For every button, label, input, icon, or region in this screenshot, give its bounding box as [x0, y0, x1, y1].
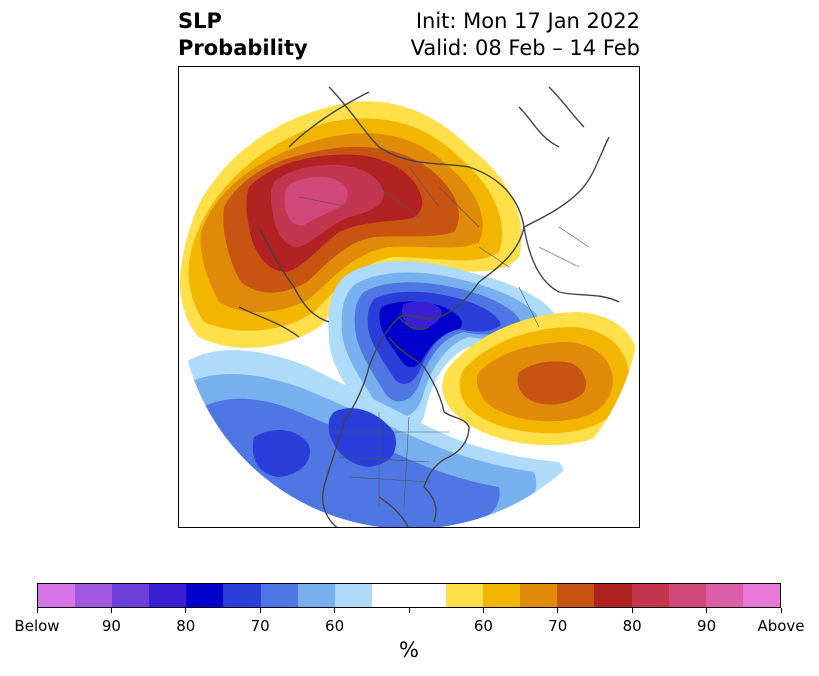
colorbar-tick: [631, 608, 633, 613]
colorbar-swatch: [668, 584, 706, 607]
colorbar-tick: [780, 608, 782, 613]
colorbar-tick: [110, 608, 112, 613]
colorbar-tick: [706, 608, 708, 613]
colorbar-swatch: [742, 584, 780, 607]
colorbar-tick: [334, 608, 336, 613]
colorbar-tick-label: 60: [473, 617, 493, 635]
colorbar-swatch: [223, 584, 261, 607]
colorbar-tick: [557, 608, 559, 613]
colorbar-swatch: [483, 584, 521, 607]
colorbar: [37, 583, 781, 608]
colorbar-swatch: [75, 584, 113, 607]
map-title: SLP Probability: [178, 8, 308, 62]
colorbar-swatch: [186, 584, 224, 607]
colorbar-swatch: [149, 584, 187, 607]
colorbar-swatch: [38, 584, 76, 607]
colorbar-tick-label: 70: [548, 617, 568, 635]
colorbar-unit: %: [399, 638, 419, 662]
colorbar-swatch: [594, 584, 632, 607]
colorbar-swatch: [112, 584, 150, 607]
colorbar-swatch: [705, 584, 743, 607]
colorbar-swatch: [408, 584, 447, 607]
colorbar-swatch: [631, 584, 669, 607]
colorbar-tick: [36, 608, 38, 613]
map-dates: Init: Mon 17 Jan 2022 Valid: 08 Feb – 14…: [411, 8, 640, 62]
probability-field: [179, 67, 639, 527]
colorbar-swatch: [557, 584, 595, 607]
colorbar-tick-label: 60: [325, 617, 345, 635]
colorbar-tick-label: 80: [622, 617, 642, 635]
title-product: Probability: [178, 36, 308, 60]
polar-map: [179, 67, 639, 527]
colorbar-tick-label: Above: [757, 617, 805, 635]
colorbar-swatch: [334, 584, 372, 607]
init-date: Init: Mon 17 Jan 2022: [415, 9, 640, 33]
colorbar-swatch: [371, 584, 409, 607]
map-panel: [178, 66, 640, 528]
colorbar-tick-label: 70: [250, 617, 270, 635]
colorbar-tick: [259, 608, 261, 613]
colorbar-swatch: [446, 584, 484, 607]
colorbar-tick-label: Below: [14, 617, 60, 635]
colorbar-tick-label: 90: [101, 617, 121, 635]
colorbar-swatch: [520, 584, 558, 607]
colorbar-tick: [408, 608, 410, 613]
title-variable: SLP: [178, 9, 222, 33]
borders: [298, 166, 590, 508]
colorbar-tick: [185, 608, 187, 613]
colorbar-swatch: [260, 584, 298, 607]
valid-range: Valid: 08 Feb – 14 Feb: [410, 36, 640, 60]
colorbar-tick: [482, 608, 484, 613]
coastlines: [238, 86, 620, 527]
colorbar-swatch: [297, 584, 335, 607]
colorbar-tick-label: 80: [176, 617, 196, 635]
colorbar-tick-label: 90: [697, 617, 717, 635]
